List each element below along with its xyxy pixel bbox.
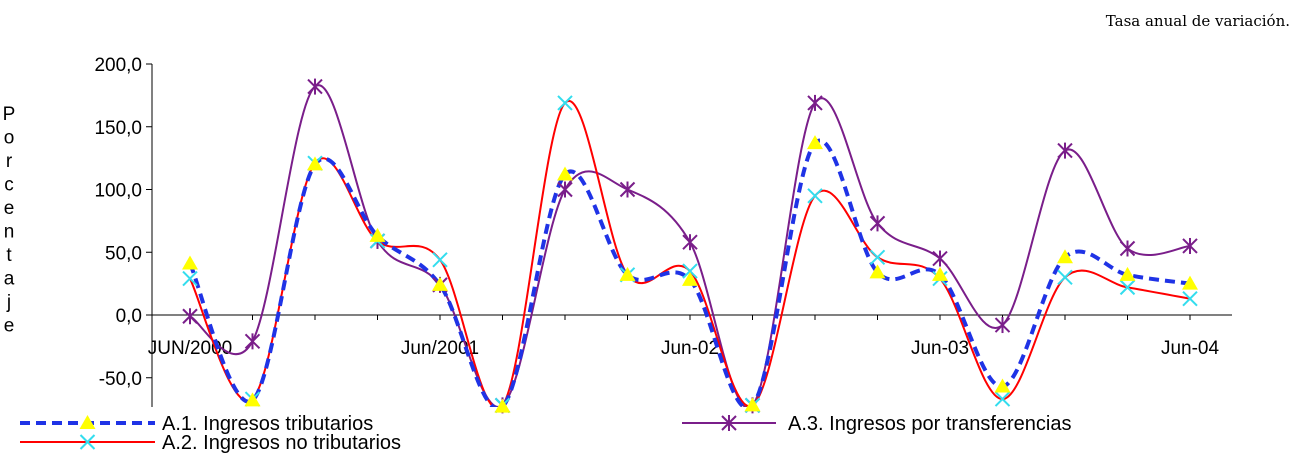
x-tick-labels: JUN/2000 Jun/2001 Jun-02 Jun-03 Jun-04 xyxy=(148,338,1220,359)
data-point-series-3 xyxy=(932,250,948,267)
data-point-series-3 xyxy=(682,234,698,251)
data-point-series-3 xyxy=(1119,240,1136,257)
data-point-series-1 xyxy=(807,135,823,150)
data-point-series-2 xyxy=(432,252,448,268)
data-point-series-1 xyxy=(619,266,636,281)
data-point-series-1 xyxy=(1057,249,1073,264)
x-tick-label: Jun-02 xyxy=(661,338,719,359)
legend-item-3: A.3. Ingresos por transferencias xyxy=(682,413,1071,435)
y-label-char: n xyxy=(4,222,15,243)
y-label-char: o xyxy=(4,128,15,149)
data-point-series-1 xyxy=(307,156,323,171)
y-label-char: e xyxy=(4,316,15,337)
data-point-series-2 xyxy=(1057,269,1073,286)
data-point-series-2 xyxy=(557,95,573,111)
data-point-series-1 xyxy=(994,378,1011,393)
data-point-series-1 xyxy=(744,397,761,412)
y-label-char: a xyxy=(4,269,15,290)
legend-marker xyxy=(721,415,737,431)
data-point-series-3 xyxy=(869,215,886,232)
data-point-series-3 xyxy=(1182,237,1198,254)
y-label-char: t xyxy=(6,245,12,266)
data-point-series-2 xyxy=(869,249,886,265)
data-point-series-2 xyxy=(994,391,1011,407)
y-label-char: c xyxy=(4,175,14,196)
data-point-series-3 xyxy=(994,317,1011,334)
data-point-series-2 xyxy=(182,270,198,287)
y-tick-label: 150,0 xyxy=(94,118,142,139)
data-point-series-1 xyxy=(244,392,261,407)
legend-item-1: A.1. Ingresos tributarios xyxy=(20,413,373,435)
y-tick-labels: -50,0 0,0 50,0 100,0 150,0 200,0 xyxy=(94,55,142,390)
data-point-series-2 xyxy=(807,188,823,204)
series-markers xyxy=(182,78,1198,414)
x-tick-label: Jun-04 xyxy=(1161,338,1220,359)
x-tick-label: Jun/2001 xyxy=(401,338,479,359)
y-label-char: r xyxy=(6,151,13,172)
series-line-2 xyxy=(189,99,1191,407)
y-label-char: j xyxy=(6,292,11,313)
data-point-series-1 xyxy=(182,255,198,270)
data-point-series-1 xyxy=(494,398,511,413)
y-tick-label: 50,0 xyxy=(105,243,142,264)
x-tick-label: Jun-03 xyxy=(911,338,969,359)
series-line-1 xyxy=(188,138,1191,407)
chart-subtitle: Tasa anual de variación. xyxy=(1106,12,1290,30)
data-point-series-3 xyxy=(807,94,823,111)
legend-marker xyxy=(79,415,96,429)
data-point-series-3 xyxy=(307,78,323,95)
data-point-series-1 xyxy=(369,227,386,242)
legend-label: A.3. Ingresos por transferencias xyxy=(788,413,1071,435)
y-tick-label: -50,0 xyxy=(99,369,142,390)
legend-marker xyxy=(79,434,96,450)
legend-label: A.2. Ingresos no tributarios xyxy=(162,432,401,453)
data-point-series-3 xyxy=(1057,142,1073,159)
data-point-series-1 xyxy=(932,266,948,281)
y-label-char: e xyxy=(4,198,15,219)
x-tick-label: JUN/2000 xyxy=(148,338,233,359)
data-point-series-3 xyxy=(244,333,261,350)
legend-item-2: A.2. Ingresos no tributarios xyxy=(20,432,401,453)
data-point-series-3 xyxy=(619,181,636,198)
data-point-series-1 xyxy=(682,271,698,286)
legend-label: A.1. Ingresos tributarios xyxy=(162,413,373,435)
data-point-series-1 xyxy=(1182,275,1198,290)
y-tick-label: 100,0 xyxy=(94,181,142,202)
data-point-series-3 xyxy=(557,181,573,198)
axes xyxy=(146,63,1232,407)
data-point-series-1 xyxy=(557,166,573,181)
y-tick-label: 0,0 xyxy=(116,306,142,327)
data-point-series-1 xyxy=(869,264,886,279)
y-label-char: P xyxy=(3,104,16,125)
data-point-series-2 xyxy=(1182,290,1198,307)
data-point-series-2 xyxy=(1119,279,1136,296)
data-point-series-1 xyxy=(432,276,448,291)
data-point-series-3 xyxy=(182,308,198,325)
y-tick-label: 200,0 xyxy=(94,55,142,76)
data-point-series-2 xyxy=(682,263,698,279)
data-point-series-1 xyxy=(1119,266,1136,281)
